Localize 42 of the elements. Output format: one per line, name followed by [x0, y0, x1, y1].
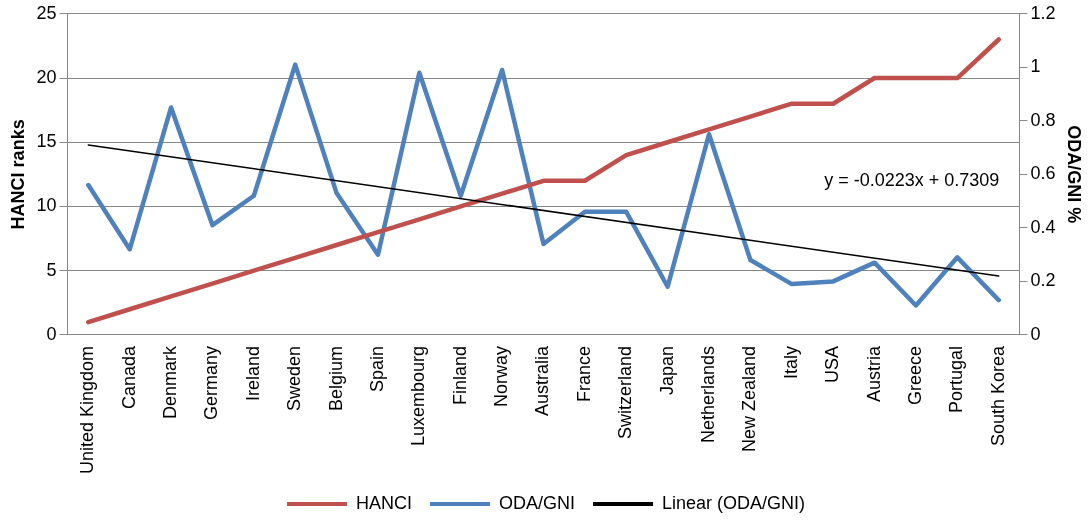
x-tick-label: Netherlands	[697, 345, 718, 443]
x-tick-label: New Zealand	[739, 345, 760, 452]
x-tick-label: Portugal	[946, 345, 967, 413]
y-tick-label: 10	[36, 195, 57, 216]
x-tick-label: Greece	[904, 345, 925, 405]
x-tick-label: USA	[822, 345, 843, 383]
y-axis-title: HANCI ranks	[7, 119, 28, 230]
y2-tick-label: 0.6	[1030, 163, 1056, 184]
annotation: y = -0.0223x + 0.7309	[824, 169, 1000, 190]
y-tick-label: 25	[36, 2, 57, 23]
y2-tick-label: 1.2	[1030, 2, 1056, 23]
x-tick-label: Germany	[201, 345, 222, 420]
y2-tick-label: 0.2	[1030, 270, 1056, 291]
y2-tick-label: 0.4	[1030, 216, 1056, 237]
x-tick-label: Belgium	[325, 345, 346, 411]
y2-tick-label: 0.8	[1030, 109, 1056, 130]
x-tick-label: Norway	[491, 345, 512, 407]
legend-label: ODA/GNI	[498, 492, 575, 513]
y2-tick-label: 1	[1030, 56, 1041, 77]
x-tick-label: South Korea	[987, 344, 1008, 446]
y2-axis-title: ODA/GNI %	[1064, 125, 1085, 224]
legend-label: HANCI	[355, 492, 412, 513]
y2-tick-label: 0	[1030, 323, 1041, 344]
x-tick-label: United Kingdom	[77, 345, 98, 474]
x-tick-label: Australia	[532, 344, 553, 416]
x-tick-label: Denmark	[160, 344, 181, 419]
x-tick-label: Finland	[449, 345, 470, 405]
x-tick-label: Sweden	[284, 345, 305, 411]
y-tick-label: 0	[46, 323, 57, 344]
y-tick-label: 20	[36, 66, 57, 87]
x-tick-label: Luxembourg	[408, 345, 429, 446]
x-tick-label: Japan	[656, 345, 677, 395]
x-tick-label: Spain	[366, 345, 387, 392]
x-tick-label: Italy	[780, 345, 801, 379]
x-tick-label: Switzerland	[615, 345, 636, 439]
legend-label: Linear (ODA/GNI)	[661, 492, 806, 513]
x-tick-label: France	[573, 345, 594, 402]
y-tick-label: 15	[36, 131, 57, 152]
x-tick-label: Austria	[863, 344, 884, 402]
x-tick-label: Canada	[118, 344, 139, 409]
x-tick-label: Ireland	[242, 345, 263, 401]
y-tick-label: 5	[46, 259, 57, 280]
